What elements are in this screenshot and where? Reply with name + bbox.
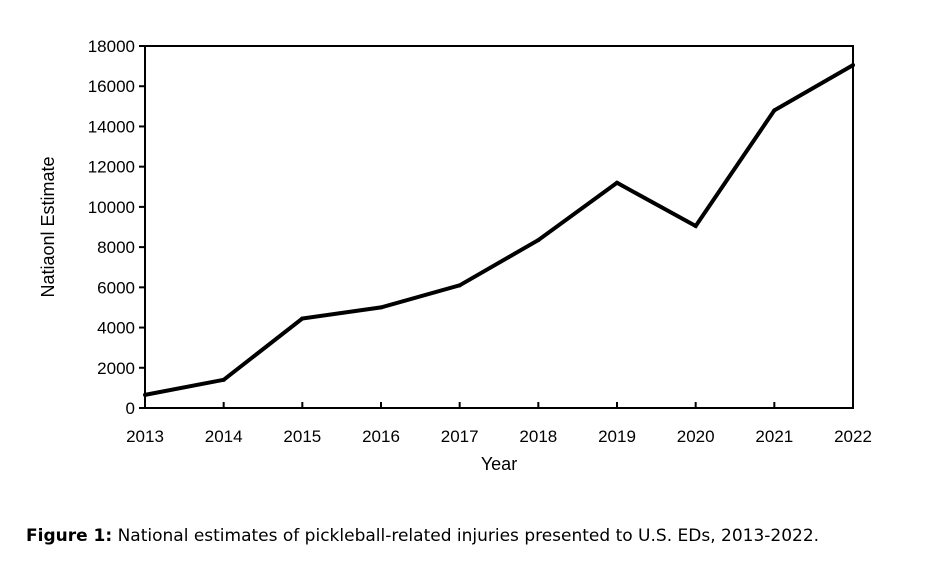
- data-point-2014: [221, 377, 226, 382]
- x-tick-label: 2014: [205, 427, 243, 446]
- y-axis: 0 2000 4000 6000 8000 10000 12000 14000 16000 180…: [88, 37, 145, 418]
- data-point-2017: [457, 283, 462, 288]
- caption-label: Figure 1:: [26, 526, 113, 546]
- x-tick-label: 2017: [441, 427, 479, 446]
- plot-frame: [144, 45, 854, 409]
- y-tick-label: 14000: [88, 117, 135, 136]
- y-tick-label: 6000: [97, 278, 135, 297]
- series-line: [144, 63, 854, 397]
- y-tick-label: 2000: [97, 359, 135, 378]
- x-tick-label: 2013: [126, 427, 164, 446]
- data-point-2020: [693, 223, 698, 228]
- x-tick-label: 2018: [519, 427, 557, 446]
- x-tick-label: 2022: [834, 427, 872, 446]
- y-tick-label: 16000: [88, 77, 135, 96]
- y-tick-label: 4000: [97, 319, 135, 338]
- figure-caption: Figure 1: National estimates of pickleba…: [26, 526, 926, 546]
- data-point-2016: [379, 305, 383, 310]
- data-point-2022: [851, 63, 855, 68]
- data-points: [143, 63, 855, 397]
- caption-text: National estimates of pickleball-related…: [112, 526, 820, 546]
- y-tick-label: 12000: [88, 158, 135, 177]
- x-axis-title: Year: [481, 454, 517, 474]
- data-point-2013: [143, 392, 147, 397]
- y-tick-label: 18000: [88, 37, 135, 56]
- data-point-2019: [615, 180, 619, 185]
- y-tick-label: 8000: [97, 238, 135, 257]
- x-tick-label: 2021: [755, 427, 793, 446]
- y-axis-title: Natiaonl Estimate: [38, 156, 58, 297]
- y-tick-label: 0: [126, 399, 135, 418]
- data-point-2015: [300, 316, 305, 321]
- x-axis: 2013 2014 2015 2016 2017 2018 2019 2020 2021 2022: [126, 402, 872, 446]
- data-point-2021: [772, 108, 777, 113]
- x-tick-label: 2015: [283, 427, 321, 446]
- x-tick-label: 2020: [677, 427, 715, 446]
- y-tick-label: 10000: [88, 198, 135, 217]
- x-tick-label: 2016: [362, 427, 400, 446]
- line-chart: 0 2000 4000 6000 8000 10000 12000 14000 16000 180…: [38, 37, 872, 474]
- x-tick-label: 2019: [598, 427, 636, 446]
- data-point-2018: [536, 238, 541, 243]
